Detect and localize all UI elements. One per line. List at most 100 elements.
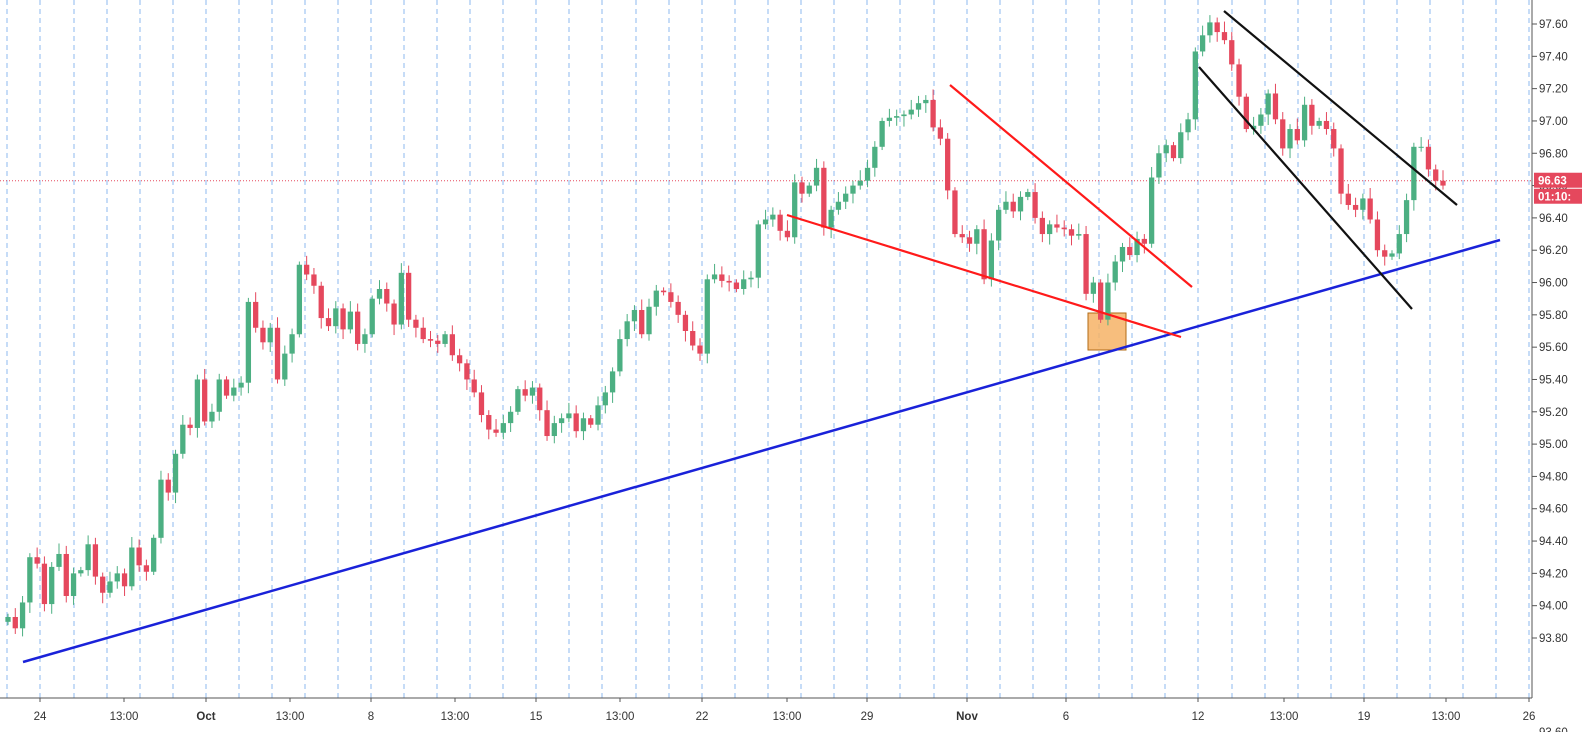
candle-down <box>486 415 492 430</box>
candle-down <box>1345 193 1351 205</box>
y-tick-label: 96.00 <box>1539 278 1568 290</box>
candle-down <box>1170 145 1177 159</box>
candle-up <box>631 309 638 322</box>
y-tick-label: 95.40 <box>1539 374 1568 386</box>
candle-down <box>690 331 696 346</box>
candle-up <box>209 411 215 422</box>
candle-down <box>121 573 128 587</box>
candle-up <box>515 389 521 412</box>
candle-up <box>843 193 849 202</box>
candle-down <box>959 234 965 238</box>
candle-down <box>522 389 528 396</box>
candle-down <box>471 379 477 393</box>
candle-up <box>1199 35 1206 52</box>
candle-up <box>923 99 929 104</box>
candle-down <box>1221 32 1228 41</box>
candle-down <box>1141 238 1147 244</box>
candle-up <box>500 423 506 433</box>
candle-down <box>253 301 259 328</box>
candle-up <box>915 103 922 110</box>
x-tick-label: 12 <box>1192 711 1205 723</box>
candle-down <box>777 214 783 231</box>
candle-up <box>49 566 55 605</box>
candle-down <box>1323 120 1330 130</box>
support-trendline <box>22 238 1501 664</box>
candle-up <box>624 321 630 340</box>
candle-up <box>1003 201 1009 210</box>
candle-down <box>784 230 791 238</box>
candle-down <box>202 379 208 422</box>
candle-up <box>872 146 878 168</box>
candle-up <box>595 405 601 425</box>
x-tick-label: 19 <box>1358 711 1371 723</box>
candle-up <box>813 167 820 186</box>
candle-up <box>1192 51 1198 120</box>
y-tick-label: 95.00 <box>1539 439 1568 451</box>
candle-up <box>245 301 252 383</box>
candle-down <box>1054 224 1060 228</box>
candle-up <box>580 418 587 432</box>
candle-down <box>41 563 48 605</box>
candle-up <box>1396 234 1402 254</box>
candle-up <box>1185 119 1191 133</box>
x-tick-label: 13:00 <box>1270 711 1299 723</box>
candle-down <box>1010 201 1016 212</box>
candle-up <box>529 387 536 396</box>
candle-down <box>435 340 441 344</box>
candle-up <box>886 117 893 121</box>
candle-up <box>238 382 244 388</box>
candle-up <box>1403 200 1410 235</box>
y-tick-label: 96.40 <box>1539 213 1568 225</box>
candle-down <box>966 237 973 244</box>
y-tick-label: 95.60 <box>1539 342 1568 354</box>
candle-up <box>1025 192 1031 197</box>
candle-down <box>697 345 703 354</box>
candle-up <box>1360 198 1366 210</box>
y-tick-label: 94.20 <box>1539 568 1568 580</box>
candle-up <box>609 371 616 393</box>
candle-down <box>311 274 317 286</box>
candle-down <box>1294 129 1300 141</box>
candle-up <box>894 116 900 118</box>
candle-up <box>864 167 871 181</box>
candle-down <box>464 363 470 380</box>
candle-up <box>1301 104 1308 141</box>
candle-down <box>1127 246 1133 256</box>
candle-up <box>85 544 91 571</box>
candle-up <box>267 327 273 343</box>
candle-down <box>1425 146 1432 170</box>
candle-up <box>1148 177 1155 244</box>
candle-up <box>56 553 62 567</box>
candle-up <box>908 109 914 115</box>
candle-down <box>675 301 681 315</box>
x-tick-label: 8 <box>368 711 374 723</box>
candle-up <box>114 573 120 582</box>
candle-down <box>945 138 951 191</box>
candle-down <box>1382 250 1388 257</box>
candle-up <box>711 274 718 280</box>
candle-up <box>988 240 995 280</box>
candle-up <box>566 413 572 419</box>
y-tick-label: 95.20 <box>1539 407 1568 419</box>
x-tick-label: 13:00 <box>773 711 802 723</box>
candle-up <box>1105 282 1111 320</box>
candle-down <box>405 272 412 320</box>
x-axis-background <box>0 698 1582 732</box>
candle-up <box>741 279 747 289</box>
candle-down <box>12 616 18 629</box>
candle-down <box>1243 96 1249 130</box>
x-tick-label: Nov <box>956 711 978 723</box>
candle-down <box>1440 180 1446 186</box>
x-tick-label: 29 <box>861 711 874 723</box>
candle-up <box>646 306 652 335</box>
candle-down <box>821 167 827 228</box>
candle-down <box>143 565 150 572</box>
candle-down <box>544 410 550 437</box>
candle-down <box>660 290 667 293</box>
candle-up <box>1411 146 1417 201</box>
candle-up <box>194 379 201 428</box>
candle-up <box>828 209 834 228</box>
candle-up <box>216 379 222 412</box>
candle-down <box>318 285 324 319</box>
x-tick-label: 13:00 <box>1432 711 1461 723</box>
